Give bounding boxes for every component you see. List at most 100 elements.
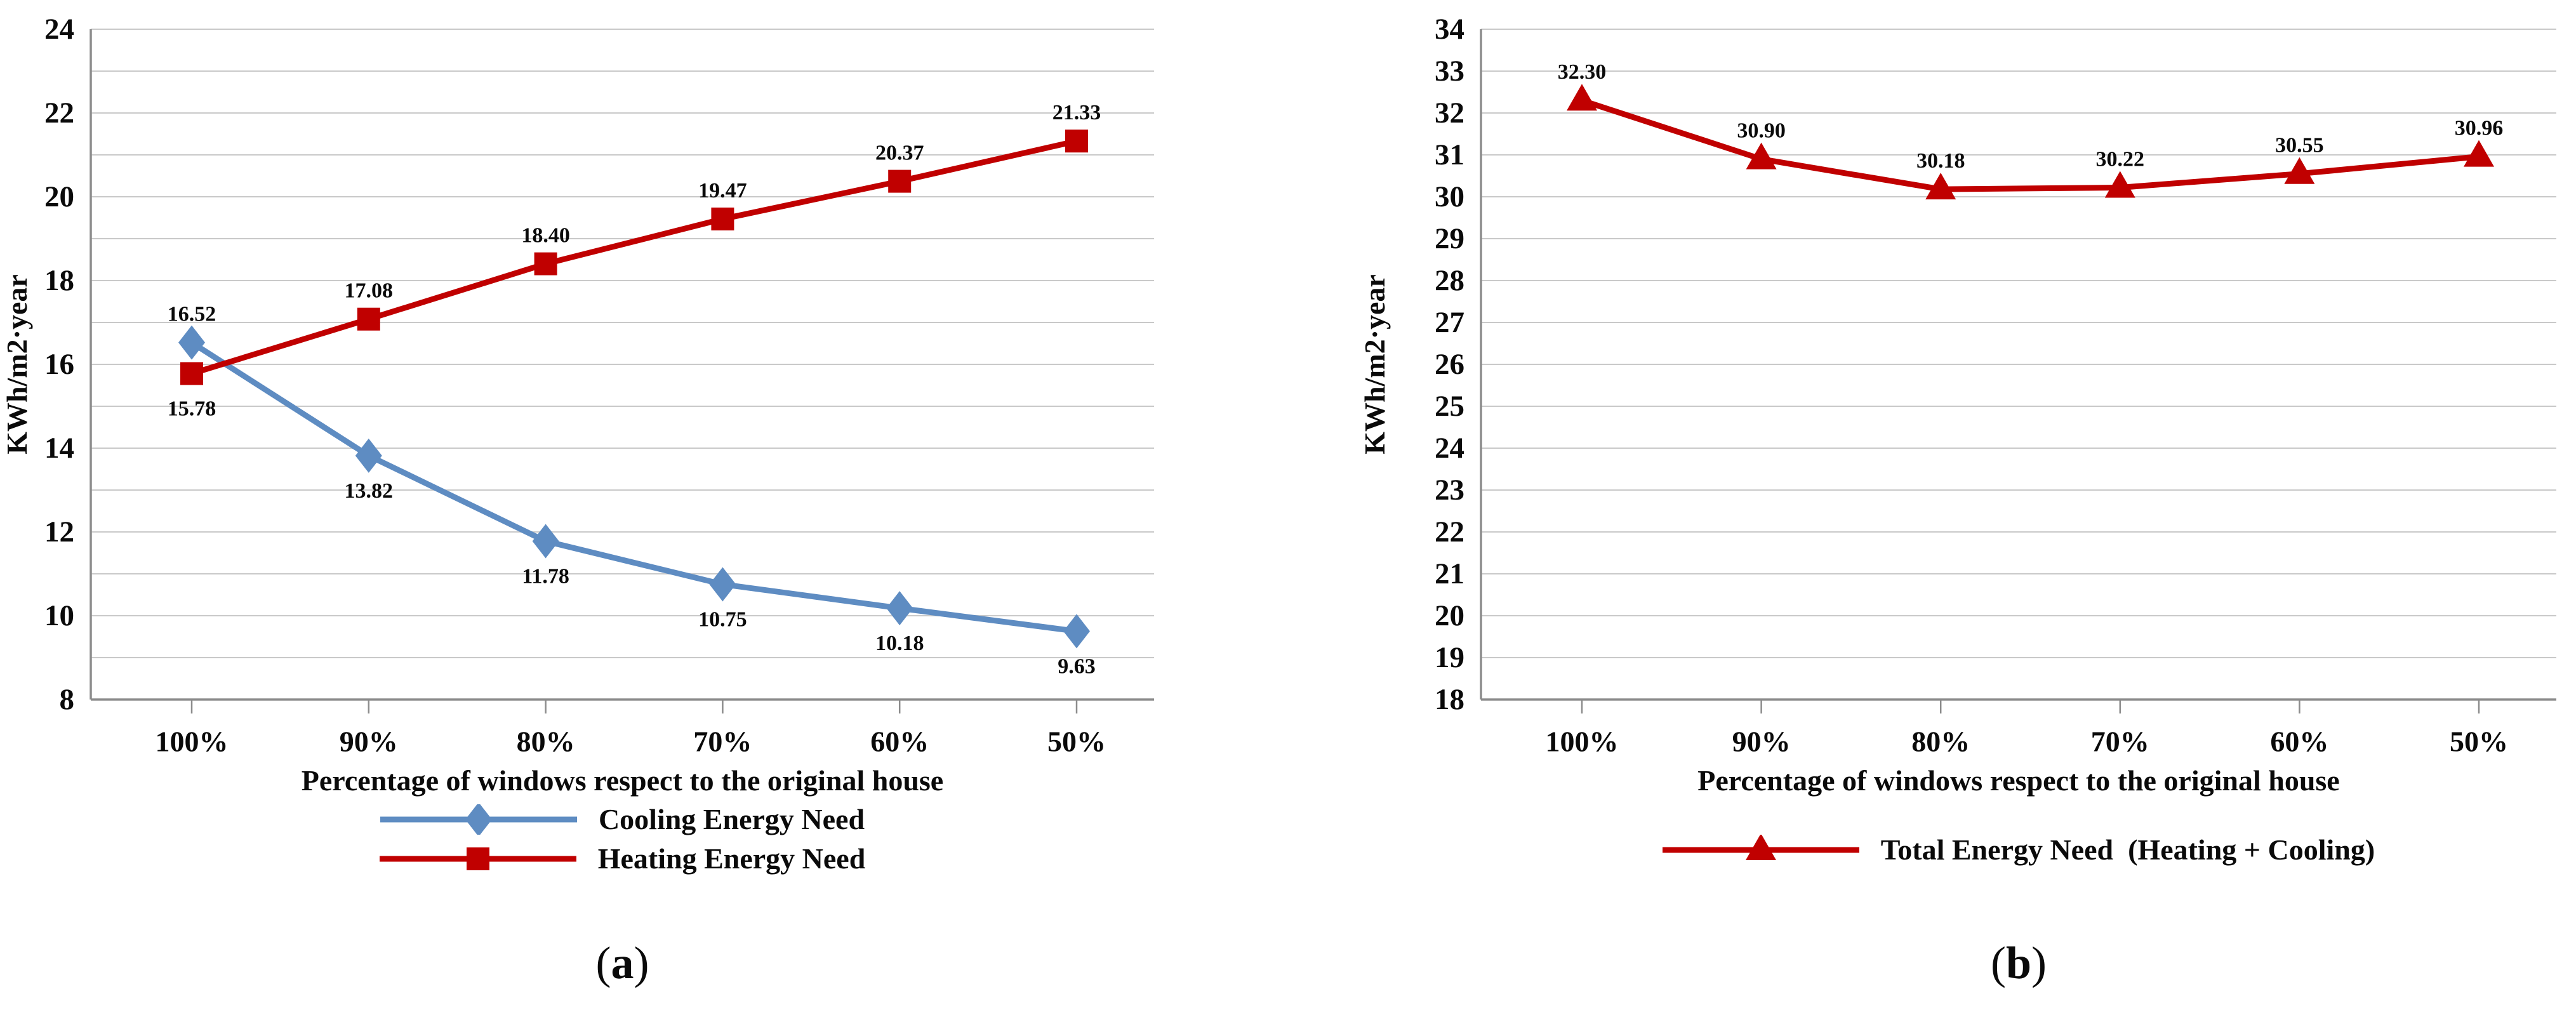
triangle-marker-icon	[1746, 142, 1777, 169]
diamond-marker-icon	[1063, 614, 1090, 649]
data-point-label: 21.33	[1052, 101, 1101, 124]
series-line	[1579, 97, 2482, 192]
caption-paren-close: )	[2031, 938, 2047, 988]
y-tick-label: 8	[60, 683, 75, 716]
chart-canvas-a: KWh/m2·year 8 10 12 14 16 18 20 22 24 100% 90% 80% 7…	[1, 13, 1154, 758]
data-point-label: 13.82	[345, 479, 394, 503]
x-tick-label: 50%	[2450, 726, 2508, 758]
legend-label: Cooling Energy Need	[598, 803, 865, 835]
square-marker-icon	[888, 169, 912, 193]
data-point-label: 18.40	[521, 224, 570, 248]
y-tick-label: 32	[1435, 96, 1464, 129]
data-point-label: 30.22	[2096, 147, 2145, 171]
y-tick-label: 12	[44, 515, 74, 548]
x-axis-title: Percentage of windows respect to the ori…	[301, 764, 944, 797]
caption-paren-open: (	[1990, 938, 2006, 988]
x-tick-label: 60%	[870, 726, 929, 758]
x-tick-label: 70%	[2091, 726, 2149, 758]
y-tick-label: 33	[1435, 55, 1464, 88]
chart-canvas-b: KWh/m2·year 18 19 20 21 22 23 24 25 26 27 28 29 30 31…	[1358, 13, 2556, 758]
data-point-label: 30.90	[1737, 119, 1786, 143]
x-tick-label: 100%	[156, 726, 229, 758]
legend-sample-line	[379, 847, 576, 870]
y-tick-label: 22	[1435, 515, 1464, 548]
y-tick-label: 14	[44, 432, 74, 465]
y-tick-label: 26	[1435, 348, 1464, 381]
y-tick-label: 19	[1435, 641, 1464, 674]
diamond-marker-icon	[709, 567, 736, 602]
series-line	[189, 138, 1080, 377]
x-tick-label: 100%	[1546, 726, 1619, 758]
y-tick-label: 27	[1435, 306, 1464, 339]
triangle-marker-icon	[1925, 173, 1956, 200]
data-point-label: 11.78	[522, 565, 569, 588]
caption-letter: b	[2005, 938, 2032, 988]
square-marker-icon	[711, 207, 734, 230]
legend-label: Heating Energy Need	[597, 842, 866, 875]
y-tick-label: 24	[44, 13, 74, 46]
series-line	[189, 340, 1080, 634]
x-tick-label: 90%	[1732, 726, 1791, 758]
square-marker-icon	[534, 252, 557, 275]
caption-paren-open: (	[595, 938, 611, 988]
triangle-marker-icon	[2104, 171, 2135, 198]
diamond-marker-icon	[178, 325, 205, 360]
y-tick-label: 21	[1435, 557, 1464, 590]
diamond-marker-icon	[532, 524, 559, 559]
x-tick-label: 70%	[693, 726, 752, 758]
chart-panel-b: KWh/m2·year 18 19 20 21 22 23 24 25 26 27 28 29 30 31…	[1288, 0, 2576, 1015]
x-tick-label: 80%	[517, 726, 575, 758]
y-tick-label: 22	[44, 96, 74, 129]
y-tick-label: 16	[44, 348, 74, 381]
diamond-marker-icon	[355, 438, 382, 473]
caption-letter: a	[611, 938, 634, 988]
data-point-label: 32.30	[1558, 60, 1607, 84]
y-tick-label: 28	[1435, 264, 1464, 297]
panel-caption: (a)	[91, 928, 1154, 998]
y-tick-label: 18	[44, 264, 74, 297]
y-tick-label: 30	[1435, 180, 1464, 213]
data-point-label: 17.08	[345, 279, 394, 303]
data-point-label: 9.63	[1058, 654, 1096, 678]
x-tick-label: 60%	[2270, 726, 2328, 758]
legend-item: Total Energy Need (Heating + Cooling)	[1662, 833, 2375, 866]
diamond-marker-icon	[465, 804, 492, 835]
y-tick-label: 29	[1435, 222, 1464, 255]
legend: Total Energy Need (Heating + Cooling)	[1481, 835, 2556, 865]
y-tick-label: 23	[1435, 474, 1464, 507]
data-point-label: 30.55	[2275, 134, 2324, 157]
data-point-label: 10.75	[698, 608, 747, 632]
data-point-label: 10.18	[875, 632, 924, 655]
x-tick-label: 80%	[1911, 726, 1970, 758]
y-tick-label: 25	[1435, 390, 1464, 423]
caption-paren-close: )	[634, 938, 649, 988]
data-point-label: 30.96	[2455, 117, 2504, 140]
y-tick-label: 34	[1435, 13, 1464, 46]
legend-sample-line	[380, 804, 577, 835]
triangle-marker-icon	[1745, 835, 1776, 860]
square-marker-icon	[180, 362, 203, 385]
data-point-label: 16.52	[168, 303, 216, 326]
x-axis-title: Percentage of windows respect to the ori…	[1697, 764, 2340, 797]
triangle-marker-icon	[1567, 84, 1597, 111]
square-marker-icon	[357, 307, 380, 331]
y-tick-label: 20	[44, 180, 74, 213]
legend-item: Cooling Energy Need	[380, 804, 865, 835]
chart-panel-a: KWh/m2·year 8 10 12 14 16 18 20 22 24 100% 90% 80% 7…	[1, 13, 1154, 998]
data-point-label: 30.18	[1916, 149, 1965, 173]
square-marker-icon	[466, 847, 489, 870]
square-marker-icon	[1065, 129, 1088, 153]
y-tick-label: 10	[44, 599, 74, 632]
legend-label: Total Energy Need (Heating + Cooling)	[1880, 833, 2375, 866]
data-point-label: 19.47	[698, 179, 747, 202]
triangle-marker-icon	[2284, 157, 2315, 184]
y-tick-label: 31	[1435, 138, 1464, 171]
x-tick-label: 50%	[1047, 726, 1106, 758]
y-tick-label: 24	[1435, 432, 1464, 465]
diamond-marker-icon	[886, 591, 913, 626]
panel-caption: (b)	[1481, 928, 2556, 998]
y-axis-title: KWh/m2·year	[1358, 274, 1391, 454]
data-point-label: 15.78	[168, 397, 216, 421]
y-axis-title: KWh/m2·year	[1, 274, 33, 454]
